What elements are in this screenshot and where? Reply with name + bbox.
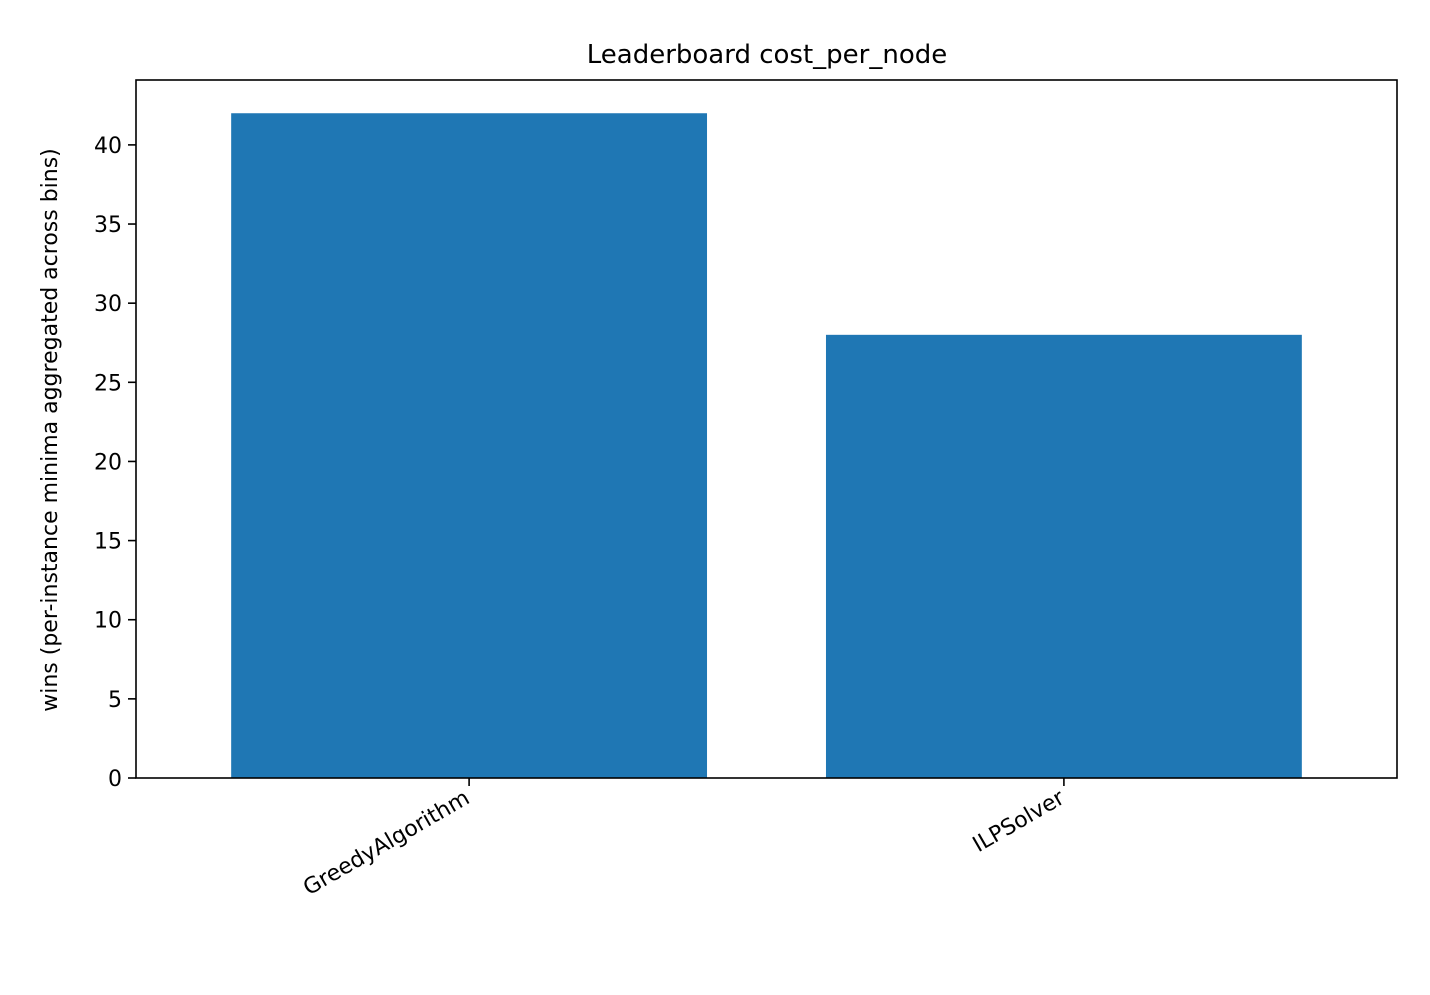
y-axis-label: wins (per-instance minima aggregated acr… [38,148,63,712]
y-tick-label: 10 [94,609,122,634]
y-tick-label: 30 [94,292,122,317]
y-tick-label: 0 [108,767,122,792]
y-tick-label: 25 [94,371,122,396]
y-tick-label: 20 [94,450,122,475]
bars-group [231,113,1302,778]
y-tick-label: 35 [94,213,122,238]
y-tick-label: 5 [108,688,122,713]
bar-ILPSolver [825,334,1302,778]
chart-title: Leaderboard cost_per_node [587,40,948,70]
x-tick-label: GreedyAlgorithm [299,786,474,901]
x-tick-label: ILPSolver [969,785,1070,858]
y-axis-ticks: 0 5 10 15 20 25 30 35 40 [94,134,136,792]
y-tick-label: 15 [94,530,122,555]
y-tick-label: 40 [94,134,122,159]
plot-frame [135,79,1398,779]
bar-GreedyAlgorithm [231,113,708,778]
x-axis-ticks: GreedyAlgorithm ILPSolver [299,778,1070,901]
